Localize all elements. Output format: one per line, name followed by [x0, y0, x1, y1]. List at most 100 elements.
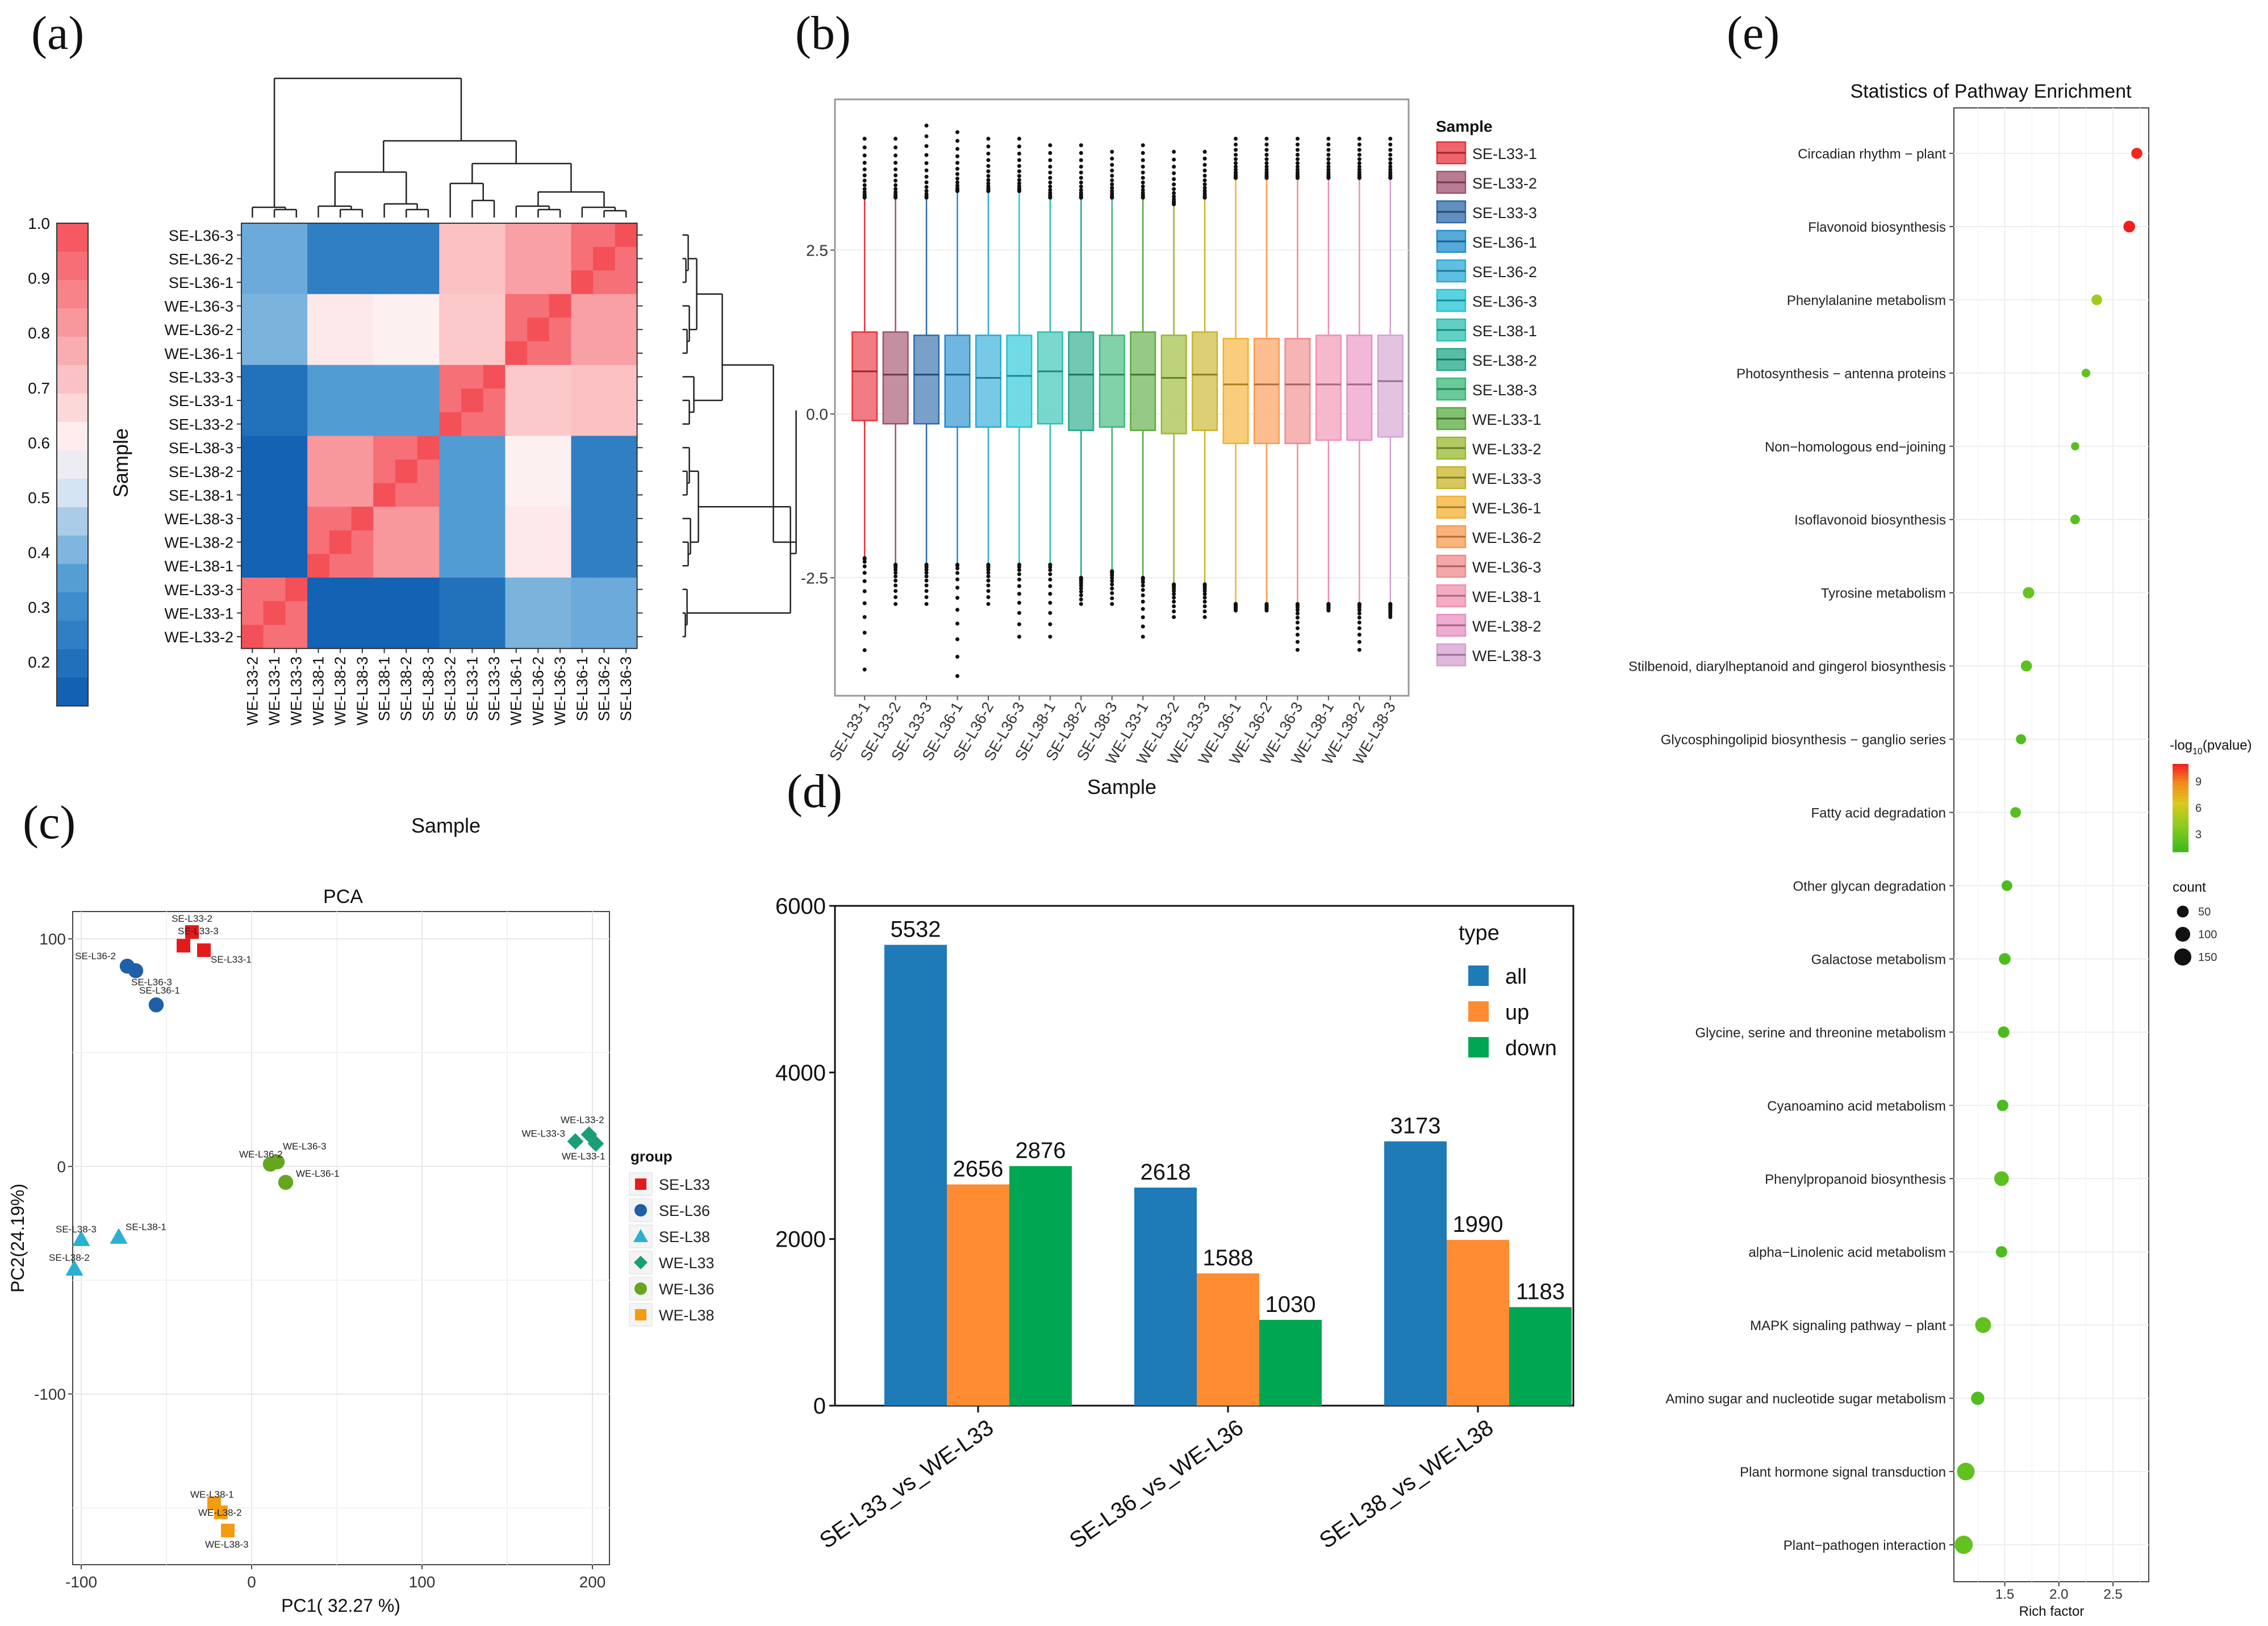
heatmap-cell	[241, 270, 264, 295]
heatmap-cell	[241, 578, 264, 602]
boxplot-outlier-top	[862, 145, 867, 150]
heatmap-col-label: SE-L36-3	[617, 657, 634, 721]
bar-legend-label: up	[1505, 1001, 1529, 1025]
heatmap-cell	[351, 270, 374, 295]
boxplot-outlier-bottom	[893, 595, 898, 599]
heatmap-cell	[263, 365, 286, 389]
enrichment-pathway-label: Isoflavonoid biosynthesis	[1794, 513, 1946, 528]
boxplot-outlier-top	[1388, 148, 1393, 152]
heatmap-cell	[439, 483, 462, 507]
heatmap-cell	[527, 459, 550, 484]
heatmap-cell	[527, 554, 550, 578]
pca-legend-label: WE-L33	[659, 1255, 715, 1272]
heatmap-cell	[505, 483, 528, 507]
color-legend-segment	[2173, 848, 2188, 852]
heatmap-cell	[461, 317, 484, 342]
enrichment-x-axis-label: Rich factor	[2019, 1604, 2085, 1619]
heatmap-cell	[351, 341, 374, 366]
boxplot-box	[1099, 335, 1125, 428]
heatmap-cell	[241, 365, 264, 389]
heatmap-col-label: WE-L36-2	[529, 657, 546, 726]
boxplot-outlier-top	[1017, 178, 1021, 182]
color-legend-tick-label: 3	[2195, 829, 2202, 841]
pca-legend-key	[635, 1178, 646, 1190]
heatmap-cell	[307, 530, 330, 554]
boxplot-outlier-top	[1017, 184, 1021, 189]
boxplot-outlier-bottom	[1110, 576, 1114, 580]
heatmap-cell	[373, 625, 396, 649]
pca-legend-label: SE-L33	[659, 1176, 710, 1193]
heatmap-cell	[241, 412, 264, 436]
pca-point-label: SE-L33-2	[172, 913, 212, 924]
heatmap-cell	[505, 459, 528, 484]
heatmap-cell	[373, 578, 396, 602]
boxplot-outlier-top	[1172, 171, 1176, 175]
colorbar	[56, 223, 89, 707]
heatmap-row-label: SE-L38-2	[169, 463, 233, 480]
heatmap-cell	[615, 412, 638, 436]
boxplot-outlier-top	[1017, 136, 1021, 141]
bar-y-tick-label: 0	[813, 1394, 826, 1419]
boxplot-outlier-top	[862, 167, 867, 172]
heatmap-cell	[307, 294, 330, 318]
enrichment-x-tick-label: 2.0	[2049, 1587, 2068, 1602]
boxplot-outlier-bottom	[1017, 611, 1021, 615]
boxplot-outlier-bottom	[1017, 622, 1021, 626]
boxplot-outlier-bottom	[986, 583, 991, 588]
heatmap-row-label: SE-L38-3	[169, 440, 233, 457]
boxplot-outlier-top	[1079, 184, 1083, 189]
boxplot-outlier-top	[986, 169, 991, 174]
heatmap-cell	[439, 294, 462, 318]
boxplot-outlier-bottom	[1295, 620, 1300, 625]
boxplot-x-axis-label: Sample	[1087, 775, 1156, 799]
boxplot-box	[1006, 335, 1033, 428]
heatmap-cell	[351, 483, 374, 507]
boxplot-legend-label: SE-L38-2	[1472, 352, 1537, 369]
bar-down	[1509, 1307, 1572, 1406]
pca-point-label: WE-L33-2	[561, 1115, 604, 1126]
boxplot-outlier-bottom	[1202, 595, 1207, 600]
heatmap-cell	[527, 483, 550, 507]
heatmap-cell	[505, 530, 528, 554]
pca-point	[214, 1505, 228, 1519]
heatmap-cell	[527, 388, 550, 413]
colorbar-tick-label: 0.3	[28, 599, 50, 616]
boxplot-outlier-top	[1110, 189, 1114, 193]
boxplot-outlier-bottom	[862, 630, 867, 635]
boxplot-outlier-top	[862, 187, 867, 191]
heatmap-cell	[439, 507, 462, 531]
boxplot-outlier-top	[1388, 152, 1393, 157]
boxplot-outlier-bottom	[955, 571, 960, 575]
heatmap-cell	[241, 483, 264, 507]
pca-x-tick-label: 0	[247, 1573, 256, 1591]
boxplot-outlier-bottom	[924, 567, 929, 572]
boxplot-outlier-top	[1234, 148, 1238, 152]
heatmap-cell	[395, 601, 418, 625]
boxplot-outlier-bottom	[924, 595, 929, 599]
boxplot-outlier-top	[1172, 149, 1176, 154]
heatmap-cell	[241, 554, 264, 578]
boxplot-outlier-bottom	[1048, 634, 1052, 639]
heatmap-cell	[593, 436, 616, 460]
heatmap-cell	[505, 554, 528, 578]
pca-point	[65, 1260, 83, 1276]
heatmap-cell	[527, 436, 550, 460]
enrichment-pathway-label: Glycosphingolipid biosynthesis − ganglio…	[1661, 733, 1946, 748]
heatmap-cell	[395, 459, 418, 484]
boxplot-outlier-top	[1141, 187, 1145, 192]
heatmap-cell	[417, 507, 440, 531]
boxplot-outlier-top	[924, 153, 929, 157]
heatmap-cell	[373, 365, 396, 389]
enrichment-x-ticks: 1.5 2.0 2.5	[1995, 1582, 2123, 1602]
heatmap-cell	[285, 507, 308, 531]
boxplot-outlier-top	[1110, 173, 1114, 178]
enrichment-point	[2020, 660, 2032, 672]
heatmap-cell	[615, 294, 638, 318]
boxplot-outlier-bottom	[1172, 589, 1176, 593]
heatmap-cell	[549, 483, 572, 507]
boxplot-outlier-top	[893, 183, 898, 187]
boxplot-outlier-top	[986, 144, 991, 149]
boxplot-outlier-bottom	[986, 571, 991, 575]
heatmap-cell	[285, 601, 308, 625]
heatmap-cell	[439, 246, 462, 271]
